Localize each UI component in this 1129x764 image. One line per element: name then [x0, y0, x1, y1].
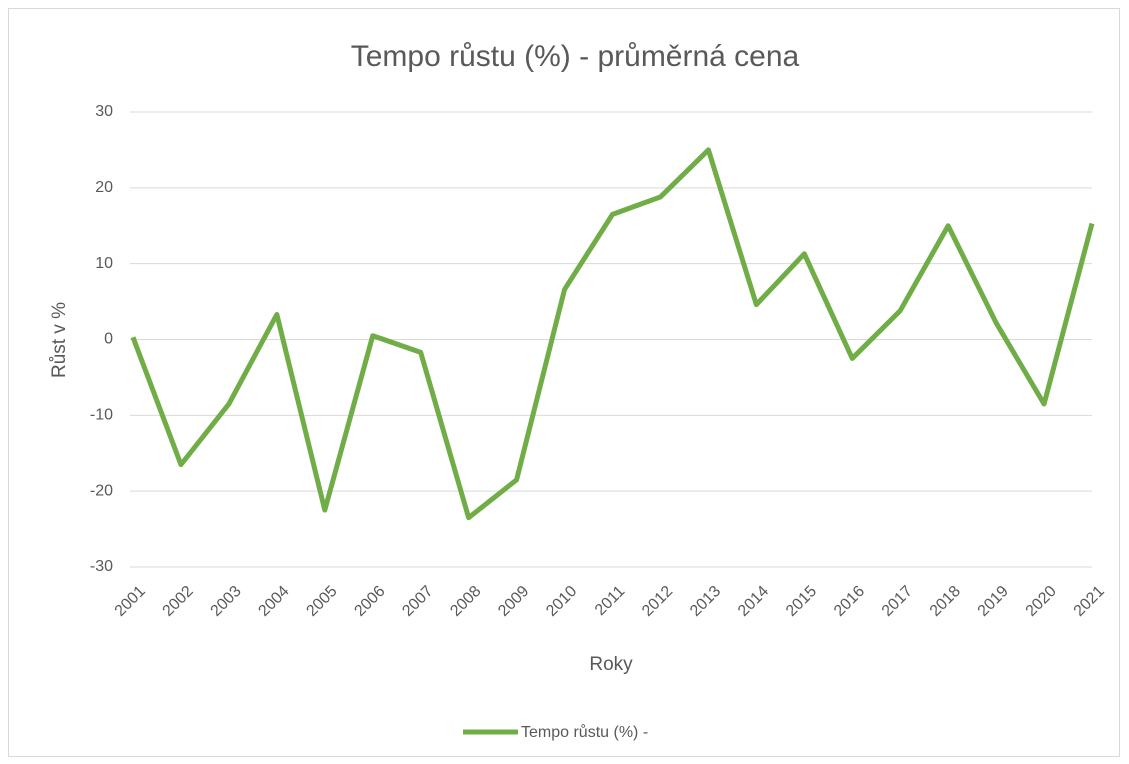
y-tick-label: 20 — [95, 179, 113, 196]
chart-title: Tempo růstu (%) - průměrná cena — [351, 40, 800, 73]
y-tick-label: -30 — [90, 558, 113, 575]
y-axis-label: Růst v % — [49, 302, 70, 378]
data-line — [130, 147, 1095, 521]
chart-frame — [8, 8, 1120, 757]
y-tick-label: 10 — [95, 255, 113, 272]
y-tick-label: 30 — [95, 103, 113, 120]
y-tick-label: 0 — [104, 331, 113, 348]
x-axis-label: Roky — [589, 654, 633, 675]
y-tick-label: -10 — [90, 407, 113, 424]
y-tick-label: -20 — [90, 482, 113, 499]
legend-label: Tempo růstu (%) - — [521, 723, 648, 741]
